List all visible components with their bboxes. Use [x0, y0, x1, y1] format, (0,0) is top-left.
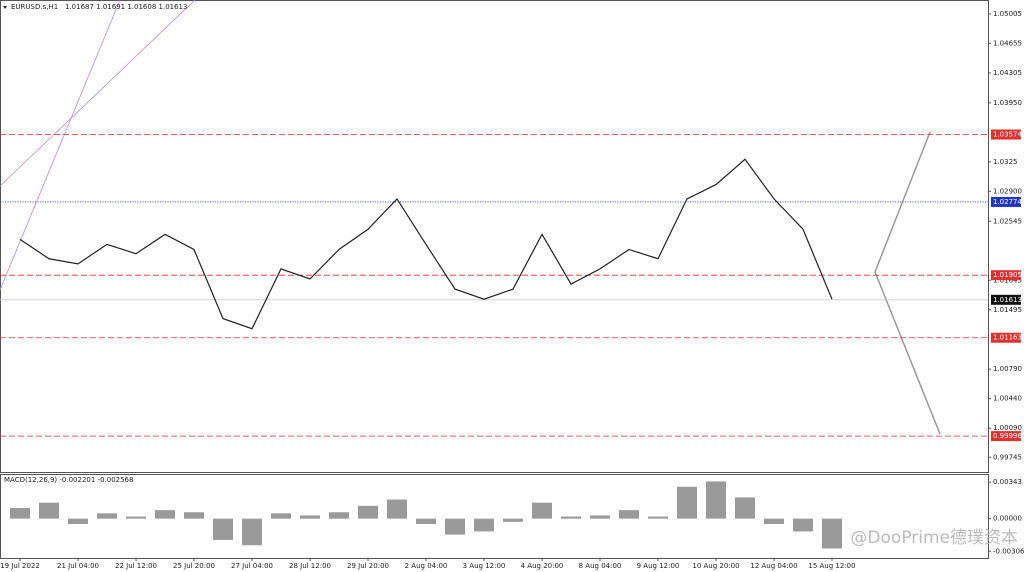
x-tick-label: 29 Jul 20:00 [347, 562, 389, 570]
y-tick-label: 1.00790 [993, 365, 1022, 373]
macd-bar [68, 518, 88, 524]
macd-bar [764, 518, 784, 524]
x-tick-label: 3 Aug 12:00 [463, 562, 506, 570]
macd-bar [126, 516, 146, 519]
y-tick-label: 0.99745 [993, 453, 1022, 461]
macd-panel [0, 474, 989, 559]
x-tick-label: 2 Aug 04:00 [405, 562, 448, 570]
y-tick-label: 1.02545 [993, 217, 1022, 225]
macd-bar [561, 516, 581, 519]
y-tick-label: 1.03950 [993, 99, 1022, 107]
symbol: EURUSD.s,H1 [11, 3, 58, 11]
macd-bar [648, 516, 668, 519]
y-tick-label: 1.04655 [993, 39, 1022, 47]
menu-icon [3, 6, 7, 9]
y-tick-label: 1.00440 [993, 395, 1022, 403]
macd-bar [300, 515, 320, 519]
y-tick-label: 0.00343 [993, 478, 1022, 486]
y-tick-label: 0.00000 [993, 515, 1022, 523]
x-tick-label: 15 Aug 12:00 [808, 562, 855, 570]
level-label: 1.01163 [993, 334, 1022, 342]
price-panel [0, 0, 989, 473]
macd-title: MACD(12,26,9) -0.002201 -0.002568 [4, 476, 133, 484]
y-tick-label: 1.02900 [993, 187, 1022, 195]
x-tick-label: 22 Jul 12:00 [115, 562, 157, 570]
macd-bar [706, 481, 726, 519]
macd-bar [735, 497, 755, 519]
y-tick-label: 1.01845 [993, 276, 1022, 284]
macd-bar [155, 510, 175, 519]
macd-bar [503, 518, 523, 522]
channel-line [0, 0, 121, 291]
level-label: 1.01905 [993, 271, 1022, 279]
ohlc: 1.01687 1.01691 1.01608 1.01613 [65, 3, 187, 11]
x-tick-label: 19 Jul 2022 [0, 562, 40, 570]
level-label-box [991, 332, 1021, 343]
level-label-box [991, 129, 1021, 140]
level-label: 1.03574 [993, 131, 1022, 139]
level-label-box [991, 196, 1021, 207]
y-tick-label: 1.05005 [993, 10, 1022, 18]
x-tick-label: 8 Aug 04:00 [579, 562, 622, 570]
channel-line [0, 0, 196, 187]
x-tick-label: 9 Aug 12:00 [637, 562, 680, 570]
macd-bar [619, 510, 639, 519]
macd-bar [474, 518, 494, 532]
x-tick-label: 25 Jul 20:00 [173, 562, 215, 570]
macd-bar [10, 508, 30, 519]
macd-bar [793, 518, 813, 532]
macd-bar [532, 502, 552, 519]
x-tick-label: 28 Jul 12:00 [289, 562, 331, 570]
level-label-box [991, 294, 1021, 305]
macd-bar [387, 499, 407, 519]
y-tick-label: 1.00090 [993, 424, 1022, 432]
macd-bar [677, 486, 697, 519]
macd-bar [590, 515, 610, 519]
macd-bar [329, 512, 349, 519]
level-label-box [991, 270, 1021, 281]
macd-bar [242, 518, 262, 546]
x-tick-label: 4 Aug 20:00 [521, 562, 564, 570]
y-tick-label: 1.01495 [993, 306, 1022, 314]
watermark: @DooPrime德璞资本 [850, 528, 1018, 548]
x-tick-label: 10 Aug 20:00 [692, 562, 739, 570]
macd-bar [271, 513, 291, 519]
macd-bar [358, 505, 378, 519]
macd-bar [445, 518, 465, 535]
x-tick-label: 12 Aug 04:00 [750, 562, 797, 570]
level-label: 0.99996 [993, 432, 1022, 440]
x-tick-label: 21 Jul 04:00 [57, 562, 99, 570]
level-label-box [991, 431, 1021, 442]
macd-bar [97, 513, 117, 519]
projection-arrows [874, 131, 941, 435]
price-line [19, 158, 833, 330]
macd-bar [416, 518, 436, 524]
y-tick-label: 1.04305 [993, 69, 1022, 77]
macd-bar [39, 502, 59, 519]
level-label: 1.02774 [993, 198, 1022, 206]
macd-bar [184, 512, 204, 519]
level-label: 1.01613 [993, 296, 1022, 304]
y-tick-label: 1.0325 [993, 158, 1018, 166]
macd-bar [822, 518, 842, 549]
x-tick-label: 27 Jul 04:00 [231, 562, 273, 570]
macd-bar [213, 518, 233, 540]
y-tick-label: -0.003066 [993, 547, 1024, 555]
